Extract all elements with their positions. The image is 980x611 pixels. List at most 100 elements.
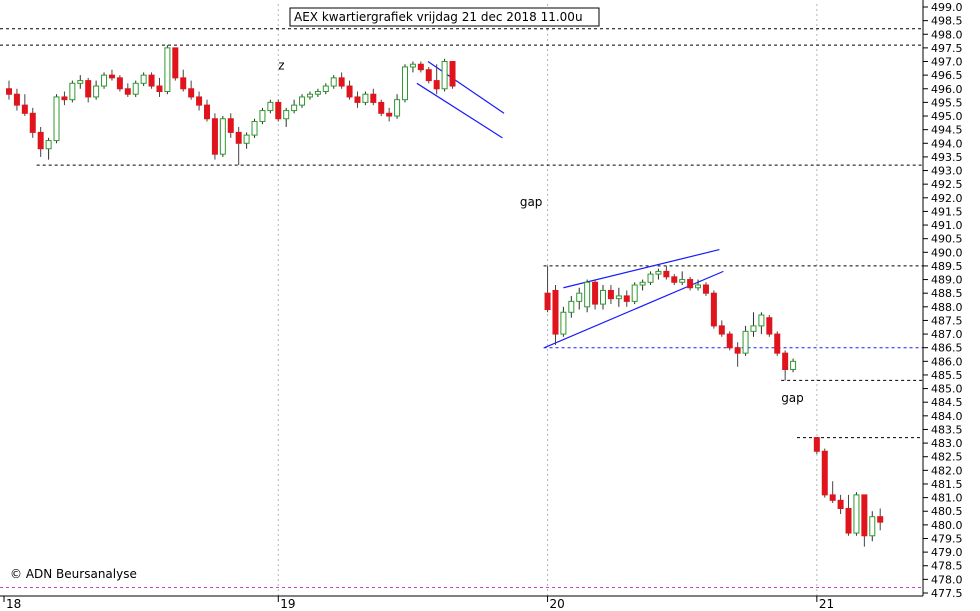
- y-tick-label: 493.5: [931, 151, 963, 164]
- candle-body: [631, 284, 638, 302]
- candle: [695, 279, 702, 291]
- y-tick-label: 482.5: [931, 451, 963, 464]
- candle-body: [853, 494, 860, 534]
- candle-body: [790, 360, 797, 371]
- candle-body: [449, 61, 456, 87]
- candle-body: [124, 88, 131, 95]
- candle-body: [845, 508, 852, 534]
- y-tick-label: 489.0: [931, 274, 963, 287]
- candle-body: [679, 279, 686, 283]
- candle-body: [267, 101, 274, 112]
- chart-title-box: AEX kwartiergrafiek vrijdag 21 dec 2018 …: [289, 7, 600, 27]
- candle: [417, 61, 424, 73]
- candle: [211, 113, 218, 160]
- candle: [639, 279, 646, 291]
- candle: [758, 312, 765, 335]
- candle-body: [441, 61, 448, 90]
- candle-body: [53, 96, 60, 142]
- candle: [77, 75, 84, 89]
- y-tick-label: 492.5: [931, 178, 963, 191]
- candle-body: [710, 292, 717, 327]
- candle: [853, 492, 860, 536]
- candle-body: [726, 333, 733, 349]
- candle: [409, 61, 416, 73]
- candle-body: [378, 101, 385, 114]
- candle: [607, 285, 614, 305]
- candle-body: [219, 118, 226, 155]
- candle: [259, 107, 266, 125]
- candle: [710, 290, 717, 329]
- candle-body: [77, 80, 84, 84]
- chart-annotation: gap: [781, 391, 804, 405]
- candle: [251, 118, 258, 138]
- candle: [322, 83, 329, 95]
- chart-annotation: z: [278, 59, 284, 73]
- y-tick-label: 491.0: [931, 219, 963, 232]
- candle-body: [821, 450, 828, 496]
- y-tick-label: 498.0: [931, 28, 963, 41]
- candle: [219, 116, 226, 157]
- y-tick-label: 492.0: [931, 192, 963, 205]
- candle-body: [687, 279, 694, 289]
- candle: [124, 83, 131, 97]
- horizontal-levels: [0, 28, 923, 589]
- candle-body: [29, 112, 36, 133]
- candle-body: [766, 317, 773, 335]
- candle-body: [663, 270, 670, 278]
- candle-body: [560, 311, 567, 335]
- candle: [61, 91, 68, 106]
- candle-body: [346, 85, 353, 98]
- candle: [615, 287, 622, 307]
- x-tick-label: 21: [819, 597, 834, 611]
- candle: [592, 279, 599, 310]
- candle: [861, 494, 868, 547]
- candle-body: [655, 270, 662, 275]
- candle-body: [734, 347, 741, 354]
- candle-body: [354, 96, 361, 103]
- candle-body: [370, 93, 377, 103]
- candle: [726, 331, 733, 351]
- candle-body: [116, 77, 123, 90]
- candle: [679, 271, 686, 286]
- chart-annotation: gap: [520, 195, 543, 209]
- y-tick-label: 478.0: [931, 573, 963, 586]
- candle-body: [338, 77, 345, 87]
- y-tick-label: 483.5: [931, 423, 963, 436]
- candle-body: [148, 74, 155, 87]
- y-tick-label: 483.0: [931, 437, 963, 450]
- y-tick-label: 496.5: [931, 69, 963, 82]
- trendlines: [416, 61, 724, 349]
- candle: [600, 285, 606, 310]
- candle: [671, 274, 678, 286]
- candle: [702, 282, 709, 296]
- x-tick-label: 20: [550, 597, 565, 611]
- candle-body: [607, 289, 614, 300]
- candle: [774, 331, 781, 356]
- candle-body: [172, 47, 179, 79]
- candle-body: [259, 110, 266, 122]
- candle: [29, 107, 36, 138]
- y-tick-label: 485.0: [931, 383, 963, 396]
- candle-body: [330, 77, 337, 87]
- candle: [275, 99, 282, 122]
- candle: [718, 320, 725, 337]
- candle-body: [695, 284, 702, 289]
- candle: [180, 69, 187, 92]
- candle: [584, 279, 591, 313]
- y-tick-label: 484.5: [931, 396, 963, 409]
- y-tick-label: 491.5: [931, 205, 963, 218]
- candle-body: [283, 110, 290, 120]
- candle-body: [592, 281, 599, 305]
- candle-body: [829, 494, 836, 501]
- candle: [338, 72, 345, 89]
- annotations: gap gap z: [278, 59, 804, 406]
- candle: [623, 290, 630, 307]
- y-tick-label: 479.5: [931, 532, 963, 545]
- y-tick-label: 481.5: [931, 478, 963, 491]
- candle: [821, 448, 828, 498]
- candle: [204, 99, 210, 122]
- y-tick-label: 479.0: [931, 546, 963, 559]
- candle-body: [37, 131, 44, 150]
- candle: [346, 80, 353, 100]
